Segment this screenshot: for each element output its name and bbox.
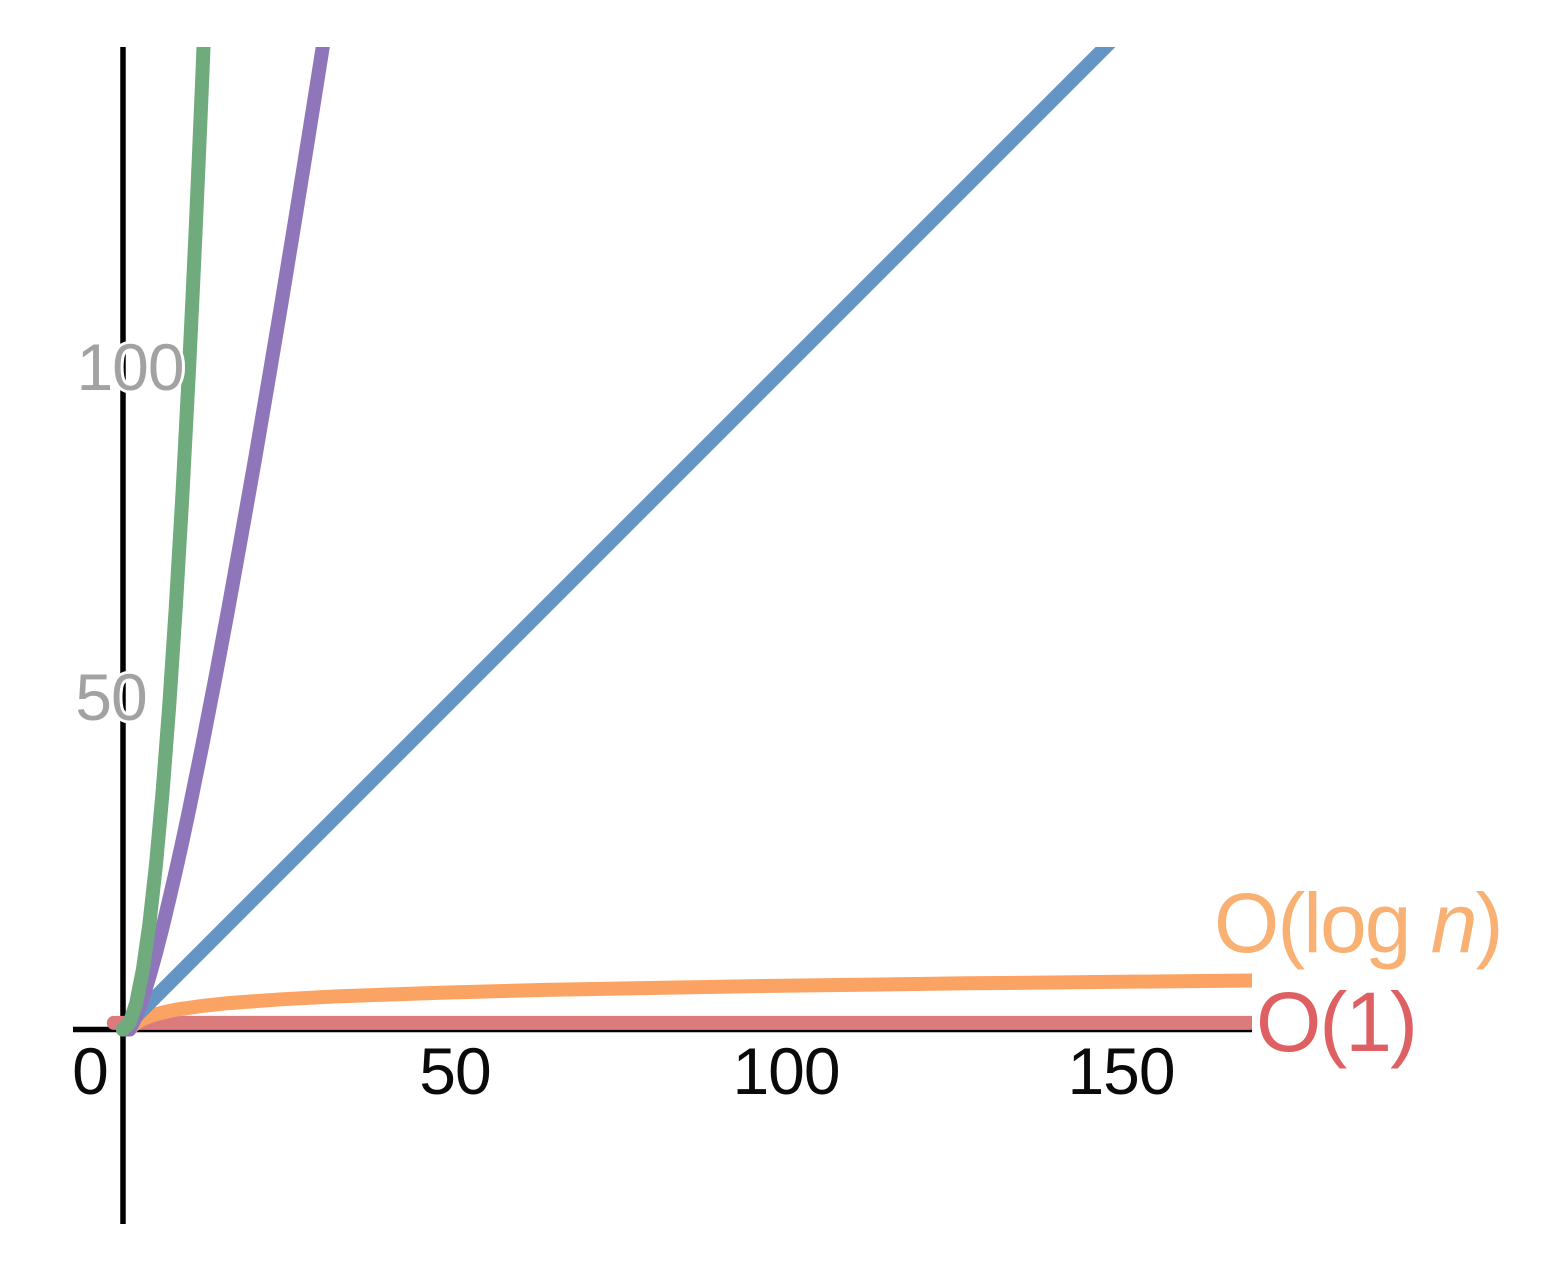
o-log-n-label-suffix: ): [1475, 876, 1503, 970]
x-tick-100: 100: [732, 1034, 840, 1108]
x-tick-150: 150: [1067, 1034, 1175, 1108]
y-tick-100: 100: [76, 330, 184, 404]
x-tick-50: 50: [419, 1034, 491, 1108]
curve-o-n: [116, 47, 1116, 1037]
series-label-o-log-n: O(log n): [1214, 881, 1503, 965]
series-group: [106, 47, 1252, 1037]
y-tick-50: 50: [75, 660, 147, 734]
x-tick-0: 0: [72, 1034, 109, 1108]
curve-o-n-squared: [116, 47, 211, 1037]
o-log-n-label-prefix: O(log: [1214, 876, 1431, 970]
o-log-n-label-variable: n: [1430, 876, 1478, 970]
series-label-o-1: O(1): [1256, 975, 1418, 1069]
